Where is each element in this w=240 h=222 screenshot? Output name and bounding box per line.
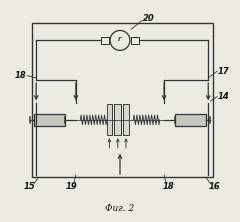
Bar [114, 104, 121, 135]
Text: 19: 19 [66, 182, 77, 190]
Text: 18: 18 [163, 182, 174, 190]
Bar [32, 23, 213, 177]
Bar [175, 114, 206, 126]
Text: 17: 17 [218, 67, 230, 76]
Text: Фиг. 2: Фиг. 2 [105, 204, 135, 213]
Text: 18: 18 [15, 71, 27, 80]
Text: 20: 20 [143, 14, 155, 23]
Bar [34, 114, 65, 126]
Bar [101, 37, 109, 44]
Text: Г: Г [118, 37, 122, 42]
Text: 14: 14 [218, 92, 230, 101]
Text: 15: 15 [24, 182, 36, 190]
Bar [131, 37, 139, 44]
Text: 16: 16 [209, 182, 221, 190]
Bar [107, 104, 112, 135]
Bar [123, 104, 129, 135]
